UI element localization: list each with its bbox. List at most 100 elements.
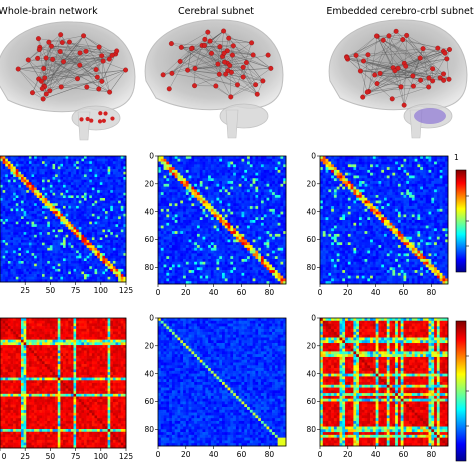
matrix-cell bbox=[84, 161, 87, 165]
matrix-cell bbox=[118, 242, 122, 246]
matrix-cell bbox=[386, 158, 390, 162]
matrix-cell bbox=[110, 171, 114, 175]
matrix-cell bbox=[345, 169, 349, 173]
matrix-cell bbox=[166, 267, 170, 271]
matrix-cell bbox=[49, 221, 53, 225]
matrix-cell bbox=[171, 228, 175, 232]
matrix-cell bbox=[269, 167, 273, 171]
matrix-cell bbox=[171, 200, 175, 204]
matrix-cell bbox=[263, 192, 267, 196]
matrix-cell bbox=[247, 220, 251, 224]
matrix-cell bbox=[18, 208, 22, 212]
matrix-cell bbox=[36, 261, 40, 264]
matrix-cell bbox=[322, 169, 326, 173]
matrix-cell bbox=[252, 239, 256, 243]
matrix-cell bbox=[13, 156, 17, 159]
matrix-cell bbox=[263, 242, 267, 246]
matrix-cell bbox=[23, 258, 27, 262]
matrix-cell bbox=[431, 164, 435, 168]
matrix-cell bbox=[102, 158, 106, 162]
matrix-cell bbox=[110, 229, 114, 233]
matrix-cell bbox=[227, 208, 231, 212]
matrix-cell bbox=[272, 181, 276, 185]
matrix-cell bbox=[73, 226, 77, 230]
matrix-cell bbox=[283, 183, 287, 187]
matrix-cell bbox=[91, 187, 95, 191]
matrix-cell bbox=[163, 253, 167, 257]
matrix-cell bbox=[406, 167, 410, 171]
matrix-cell bbox=[205, 164, 209, 168]
matrix-cell bbox=[34, 258, 38, 262]
matrix-cell bbox=[194, 239, 198, 243]
matrix-cell bbox=[34, 174, 38, 178]
matrix-cell bbox=[44, 271, 48, 275]
matrix-cell bbox=[183, 261, 187, 265]
matrix-cell bbox=[21, 211, 24, 215]
matrix-cell bbox=[15, 216, 19, 220]
matrix-cell bbox=[94, 242, 98, 246]
matrix-cell bbox=[70, 174, 74, 178]
matrix-cell bbox=[331, 183, 335, 187]
matrix-cell bbox=[118, 190, 122, 194]
matrix-cell bbox=[213, 281, 217, 285]
matrix-cell bbox=[26, 169, 30, 173]
matrix-cell bbox=[39, 192, 43, 196]
matrix-cell bbox=[177, 242, 181, 246]
matrix-cell bbox=[7, 224, 11, 228]
matrix-cell bbox=[177, 217, 181, 221]
matrix-cell bbox=[166, 211, 170, 215]
matrix-cell bbox=[166, 161, 170, 165]
matrix-cell bbox=[183, 178, 187, 182]
matrix-cell bbox=[241, 192, 245, 196]
matrix-cell bbox=[213, 278, 217, 282]
matrix-cell bbox=[347, 164, 351, 168]
matrix-cell bbox=[23, 177, 27, 180]
matrix-cell bbox=[99, 255, 103, 259]
matrix-cell bbox=[235, 161, 239, 165]
matrix-cell bbox=[422, 181, 427, 185]
matrix-cell bbox=[219, 236, 223, 240]
matrix-cell bbox=[10, 250, 14, 254]
matrix-cell bbox=[328, 164, 332, 168]
matrix-cell bbox=[247, 189, 251, 193]
matrix-cell bbox=[23, 226, 27, 230]
matrix-cell bbox=[73, 203, 77, 207]
matrix-cell bbox=[199, 186, 203, 190]
matrix-cell bbox=[199, 164, 203, 168]
matrix-cell bbox=[252, 253, 256, 257]
matrix-cell bbox=[52, 245, 56, 249]
matrix-cell bbox=[60, 211, 64, 215]
matrix-cell bbox=[118, 182, 122, 186]
matrix-cell bbox=[42, 203, 45, 207]
matrix-cell bbox=[436, 178, 440, 182]
matrix-cell bbox=[91, 161, 95, 165]
matrix-cell bbox=[266, 278, 270, 282]
matrix-cell bbox=[21, 171, 24, 175]
matrix-cell bbox=[120, 171, 124, 175]
matrix-cell bbox=[78, 247, 82, 251]
matrix-cell bbox=[78, 253, 82, 257]
matrix-cell bbox=[160, 242, 164, 246]
matrix-cell bbox=[199, 220, 203, 224]
matrix-cell bbox=[325, 172, 329, 176]
matrix-cell bbox=[233, 236, 237, 240]
matrix-cell bbox=[280, 194, 284, 199]
matrix-cell bbox=[13, 276, 17, 280]
matrix-cell bbox=[65, 179, 69, 183]
matrix-cell bbox=[386, 183, 390, 187]
matrix-cell bbox=[331, 167, 335, 171]
matrix-cell bbox=[118, 187, 122, 191]
matrix-cell bbox=[5, 177, 9, 180]
matrix-cell bbox=[233, 217, 237, 221]
matrix-cell bbox=[230, 281, 234, 285]
matrix-cell bbox=[400, 178, 404, 182]
matrix-cell bbox=[247, 250, 251, 254]
matrix-cell bbox=[213, 231, 217, 235]
matrix-cell bbox=[277, 183, 281, 187]
matrix-cell bbox=[347, 158, 351, 162]
matrix-cell bbox=[378, 175, 382, 179]
matrix-cell bbox=[70, 247, 74, 251]
matrix-cell bbox=[244, 169, 248, 173]
matrix-cell bbox=[120, 211, 124, 215]
